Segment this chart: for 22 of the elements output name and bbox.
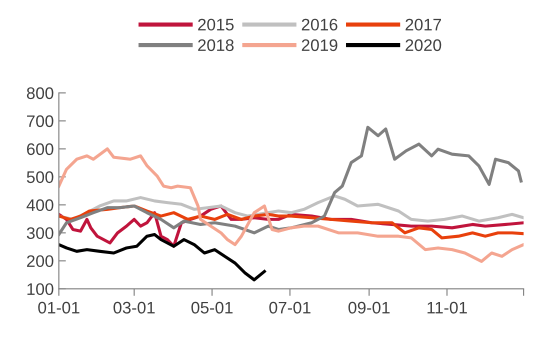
legend-label: 2016	[302, 18, 338, 31]
legend-label: 2017	[406, 18, 441, 31]
legend-label: 2015	[198, 18, 234, 31]
x-tick-label: 03-01	[114, 302, 155, 314]
x-tick-label: 01-01	[38, 302, 80, 314]
x-tick-label: 05-01	[191, 302, 233, 314]
y-tick-label: 700	[27, 115, 54, 128]
legend-label: 2019	[302, 39, 338, 52]
y-tick-label: 300	[26, 227, 54, 240]
x-tick-label: 07-01	[269, 302, 310, 314]
y-tick-label: 800	[26, 87, 54, 100]
x-tick-label: 11-01	[428, 302, 467, 314]
legend-label: 2020	[406, 39, 442, 52]
line-series	[58, 232, 266, 282]
x-tick-label: 09-01	[348, 302, 390, 314]
legend-label: 2018	[198, 39, 234, 52]
line-series	[58, 147, 524, 263]
y-tick-label: 500	[26, 171, 54, 184]
y-tick-label: 100	[27, 283, 54, 296]
y-tick-label: 200	[27, 255, 54, 268]
y-tick-label: 400	[26, 199, 54, 212]
y-tick-label: 600	[27, 143, 54, 156]
